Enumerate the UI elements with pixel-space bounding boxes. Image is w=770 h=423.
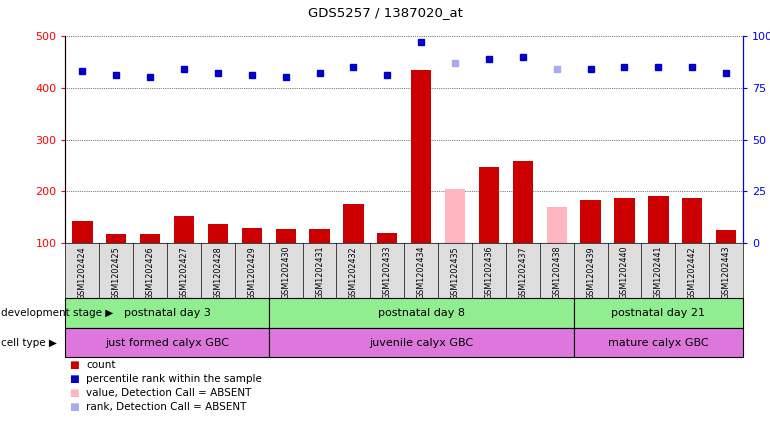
Text: GSM1202438: GSM1202438 — [552, 246, 561, 299]
Text: development stage ▶: development stage ▶ — [1, 308, 113, 318]
Text: GSM1202427: GSM1202427 — [179, 246, 189, 300]
Text: GSM1202431: GSM1202431 — [315, 246, 324, 299]
Bar — [65, 298, 269, 328]
Bar — [269, 328, 574, 357]
Bar — [242, 228, 262, 243]
Bar — [343, 204, 363, 243]
Bar — [581, 200, 601, 243]
Text: ■: ■ — [69, 374, 79, 384]
Text: percentile rank within the sample: percentile rank within the sample — [86, 374, 262, 384]
Text: GSM1202441: GSM1202441 — [654, 246, 663, 299]
Text: juvenile calyx GBC: juvenile calyx GBC — [369, 338, 474, 348]
Text: cell type ▶: cell type ▶ — [1, 338, 57, 348]
Text: GSM1202437: GSM1202437 — [518, 246, 527, 299]
Text: ■: ■ — [69, 388, 79, 398]
Text: GSM1202439: GSM1202439 — [586, 246, 595, 299]
Text: GSM1202434: GSM1202434 — [417, 246, 426, 299]
Text: value, Detection Call = ABSENT: value, Detection Call = ABSENT — [86, 388, 252, 398]
Bar — [547, 207, 567, 243]
Text: GDS5257 / 1387020_at: GDS5257 / 1387020_at — [307, 6, 463, 19]
Text: GSM1202429: GSM1202429 — [247, 246, 256, 300]
Text: ■: ■ — [69, 402, 79, 412]
Bar — [65, 328, 269, 357]
Text: GSM1202433: GSM1202433 — [383, 246, 392, 299]
Bar — [574, 298, 743, 328]
Bar — [72, 221, 92, 243]
Text: GSM1202432: GSM1202432 — [349, 246, 358, 299]
Bar — [411, 70, 431, 243]
Text: GSM1202435: GSM1202435 — [450, 246, 460, 299]
Text: postnatal day 3: postnatal day 3 — [124, 308, 210, 318]
Text: GSM1202443: GSM1202443 — [721, 246, 731, 299]
Bar — [208, 224, 228, 243]
Text: GSM1202442: GSM1202442 — [688, 246, 697, 299]
Text: GSM1202430: GSM1202430 — [281, 246, 290, 299]
Text: GSM1202436: GSM1202436 — [484, 246, 494, 299]
Bar — [716, 230, 736, 243]
Text: just formed calyx GBC: just formed calyx GBC — [105, 338, 229, 348]
Bar — [614, 198, 634, 243]
Text: GSM1202425: GSM1202425 — [112, 246, 121, 300]
Bar — [648, 195, 668, 243]
Text: postnatal day 21: postnatal day 21 — [611, 308, 705, 318]
Text: postnatal day 8: postnatal day 8 — [378, 308, 464, 318]
Bar — [106, 234, 126, 243]
Bar — [140, 234, 160, 243]
Bar — [513, 161, 533, 243]
Bar — [310, 229, 330, 243]
Text: GSM1202428: GSM1202428 — [213, 246, 223, 299]
Bar — [276, 229, 296, 243]
Bar — [174, 216, 194, 243]
Text: ■: ■ — [69, 360, 79, 370]
Bar — [682, 198, 702, 243]
Bar — [445, 189, 465, 243]
Text: count: count — [86, 360, 115, 370]
Text: GSM1202440: GSM1202440 — [620, 246, 629, 299]
Bar — [377, 233, 397, 243]
Bar — [574, 328, 743, 357]
Text: GSM1202424: GSM1202424 — [78, 246, 87, 299]
Bar — [479, 167, 499, 243]
Text: GSM1202426: GSM1202426 — [146, 246, 155, 299]
Bar — [269, 298, 574, 328]
Text: rank, Detection Call = ABSENT: rank, Detection Call = ABSENT — [86, 402, 246, 412]
Text: mature calyx GBC: mature calyx GBC — [608, 338, 708, 348]
